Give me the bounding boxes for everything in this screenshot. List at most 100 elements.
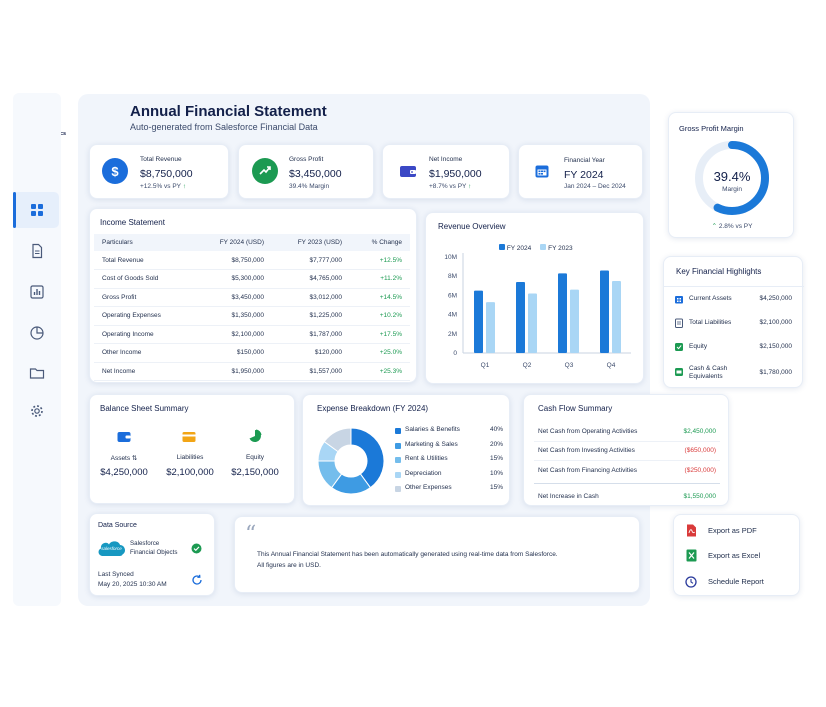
bar-fy2024-q1[interactable] (474, 290, 483, 353)
pie-icon (248, 429, 262, 448)
balance-label: Assets ⇅ (110, 455, 138, 462)
bar-fy2024-q3[interactable] (558, 273, 567, 353)
calendar-icon (529, 158, 555, 184)
export-pdf-button[interactable]: Export as PDF (682, 521, 794, 541)
export-excel-label: Export as Excel (708, 551, 761, 560)
legend-item: Rent & Utilities 15% (395, 455, 503, 470)
kpi-period: Jan 2024 – Dec 2024 (564, 183, 626, 190)
y-tick-label: 6M (448, 292, 457, 299)
export-pdf-label: Export as PDF (708, 526, 757, 535)
sidebar-item-documents[interactable] (26, 240, 48, 262)
refresh-icon[interactable] (191, 573, 203, 591)
kpi-value: $1,950,000 (429, 168, 482, 180)
sidebar-item-files[interactable] (26, 362, 48, 384)
bar-fy2024-q4[interactable] (600, 270, 609, 353)
trend-up-icon (252, 158, 278, 184)
legend-pct: 10% (489, 469, 503, 477)
gross-margin-gauge (695, 141, 769, 215)
last-synced-value: May 20, 2025 10:30 AM (98, 581, 167, 588)
legend-swatch (395, 457, 401, 463)
gear-icon (31, 405, 43, 417)
cell-fy2024: $3,450,000 (194, 288, 273, 307)
kpi-card-net-income[interactable]: Net Income $1,950,000 +8.7% vs PY ↑ (382, 144, 510, 199)
export-excel-button[interactable]: Export as Excel (682, 546, 794, 566)
pie-chart-icon (30, 326, 44, 340)
expense-title-suffix: (FY 2024) (392, 404, 429, 413)
legend-swatch (395, 428, 401, 434)
bar-fy2023-q1[interactable] (486, 302, 495, 353)
bar-fy2024-q2[interactable] (516, 281, 525, 353)
cash-flow-label: Net Cash from Investing Activities (538, 447, 635, 454)
cell-fy2023: $3,012,000 (272, 288, 351, 307)
legend-item: Salaries & Benefits 40% (395, 426, 503, 441)
y-tick-label: 8M (448, 273, 457, 280)
expense-donut-chart (317, 427, 385, 495)
highlight-label: Equity (689, 343, 708, 350)
clock-icon (685, 576, 697, 588)
y-tick-label: 10M (444, 254, 457, 261)
bar-fy2023-q4[interactable] (612, 281, 621, 353)
balance-sheet-card: Balance Sheet Summary Assets ⇅ $4,250,00… (89, 394, 295, 504)
cash-flow-total-value: $1,550,000 (683, 493, 716, 500)
column-header: Particulars (94, 234, 194, 251)
bar-fy2023-q3[interactable] (570, 289, 579, 353)
balance-label: Liabilities (176, 454, 204, 461)
sidebar-item-analytics[interactable] (26, 322, 48, 344)
building-icon (674, 294, 684, 304)
ledger-icon (674, 318, 684, 328)
legend-swatch (395, 442, 401, 449)
cash-flow-label: Net Cash from Operating Activities (538, 428, 638, 435)
divider (534, 441, 720, 442)
row-label: Cost of Goods Sold (94, 269, 194, 289)
sidebar-item-dashboard[interactable] (26, 199, 48, 221)
kpi-card-total-revenue[interactable]: $ Total Revenue $8,750,000 +12.5% vs PY … (89, 144, 229, 199)
legend-pct: 15% (489, 455, 503, 462)
income-statement-card: Income Statement Particulars FY 2024 (US… (89, 208, 417, 383)
bar-fy2023-q2[interactable] (528, 293, 537, 353)
donut-slice[interactable] (350, 427, 385, 489)
cell-fy2024: $8,750,000 (194, 251, 273, 270)
legend-swatch (395, 486, 401, 492)
legend-label: Depreciation (405, 469, 442, 477)
revenue-overview-card: Revenue Overview FY 2024 FY 2023 0 2M 4M 6M… (425, 212, 644, 384)
row-label: Total Revenue (94, 251, 194, 270)
highlight-label: Total Liabilities (689, 319, 732, 326)
balance-value: $4,250,000 (100, 467, 148, 478)
cell-fy2024: $150,000 (194, 343, 273, 363)
dashboard-icon (31, 204, 43, 216)
row-label: Gross Profit (94, 288, 194, 307)
kpi-label: Net Income (429, 156, 463, 163)
row-label: Net Income (94, 362, 194, 381)
kpi-delta: +12.5% vs PY ↑ (140, 183, 186, 190)
cell-fy2023: $7,777,000 (272, 251, 351, 270)
y-tick-label: 4M (448, 312, 457, 319)
legend-swatch (540, 244, 547, 250)
balance-label: Equity (245, 454, 265, 461)
balance-value: $2,100,000 (166, 467, 214, 478)
kpi-value: $3,450,000 (289, 168, 342, 180)
legend-swatch (395, 471, 401, 478)
legend-label: Salaries & Benefits (405, 426, 460, 433)
kpi-card-gross-profit[interactable]: Gross Profit $3,450,000 39.4% Margin (238, 144, 374, 199)
kpi-label: Gross Profit (289, 156, 324, 163)
cell-fy2023: $4,765,000 (272, 269, 351, 289)
cell-change: +17.5% (350, 325, 410, 344)
quote-icon: “ (245, 522, 257, 547)
cell-fy2024: $1,350,000 (194, 306, 273, 326)
expense-legend: Salaries & Benefits 40% Marketing & Sales 2… (395, 426, 503, 499)
revenue-overview-title: Revenue Overview (438, 222, 506, 231)
donut-slice[interactable] (323, 427, 352, 453)
highlight-value: $4,250,000 (759, 295, 792, 302)
sidebar-item-reports[interactable] (26, 281, 48, 303)
actions-card: Export as PDF Export as Excel Schedule R… (673, 514, 800, 596)
sidebar-item-settings[interactable] (26, 400, 48, 422)
divider (534, 483, 720, 484)
gross-margin-delta-text: 2.8% vs PY (718, 223, 753, 230)
kpi-card-financial-year[interactable]: Financial Year FY 2024 Jan 2024 – Dec 20… (518, 144, 643, 199)
cell-change: +10.2% (350, 306, 410, 326)
chart-legend: FY 2024 FY 2023 (499, 244, 573, 252)
column-header: % Change (350, 234, 410, 251)
note-text-line-2: All figures are in USD. (257, 562, 321, 569)
table-row: Net Income $1,950,000 $1,557,000 +25.3% (94, 362, 410, 381)
schedule-report-button[interactable]: Schedule Report (682, 572, 794, 592)
